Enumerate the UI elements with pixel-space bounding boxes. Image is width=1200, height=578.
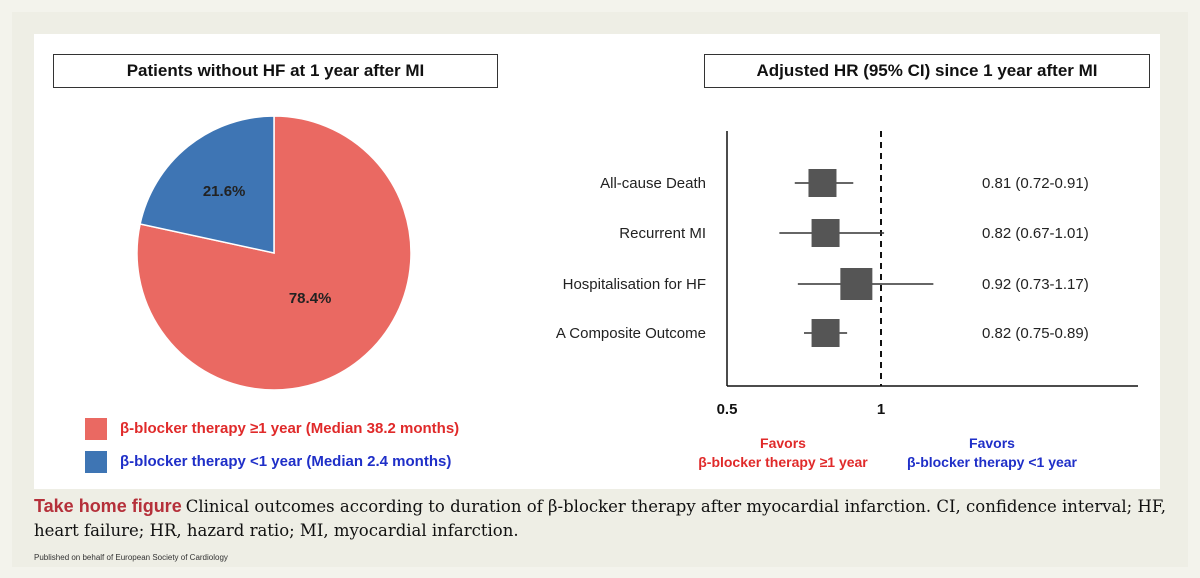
pie-slice-label-1: 21.6% — [203, 183, 246, 200]
forest-point-marker-2 — [840, 268, 873, 300]
forest-row-label-2: Hospitalisation for HF — [563, 276, 706, 293]
legend-label-long: β-blocker therapy ≥1 year (Median 38.2 m… — [120, 420, 460, 437]
forest-row-value-0: 0.81 (0.72-0.91) — [982, 175, 1089, 192]
forest-point-marker-3 — [811, 319, 840, 347]
pie-slice-0 — [136, 115, 412, 391]
pie-slice-label-0: 78.4% — [289, 290, 332, 307]
forest-row-label-3: A Composite Outcome — [556, 325, 706, 342]
figure-caption: Take home figure Clinical outcomes accord… — [34, 494, 1174, 543]
favors-right-label-line2: β-blocker therapy <1 year — [907, 454, 1078, 470]
forest-row-value-1: 0.82 (0.67-1.01) — [982, 225, 1089, 242]
forest-point-marker-1 — [811, 219, 840, 247]
favors-left-label-line1: Favors — [760, 435, 806, 451]
pie-chart-title: Patients without HF at 1 year after MI — [53, 54, 498, 88]
forest-row-value-2: 0.92 (0.73-1.17) — [982, 276, 1089, 293]
caption-text: Clinical outcomes according to duration … — [34, 497, 1166, 540]
legend-swatch-short — [85, 451, 107, 473]
legend-label-short: β-blocker therapy <1 year (Median 2.4 mo… — [120, 453, 452, 470]
forest-row-label-1: Recurrent MI — [619, 225, 706, 242]
forest-x-tick-label-1: 1 — [877, 401, 885, 418]
forest-plot-title: Adjusted HR (95% CI) since 1 year after … — [704, 54, 1150, 88]
pie-slice-1 — [139, 115, 275, 254]
publisher-footer: Published on behalf of European Society … — [34, 553, 228, 562]
favors-right-label-line1: Favors — [969, 435, 1015, 451]
legend-swatch-long — [85, 418, 107, 440]
favors-left-label-line2: β-blocker therapy ≥1 year — [698, 454, 868, 470]
caption-lead: Take home figure — [34, 496, 182, 516]
forest-x-tick-label-0: 0.5 — [717, 401, 738, 418]
forest-point-marker-0 — [808, 169, 837, 197]
forest-row-value-3: 0.82 (0.75-0.89) — [982, 325, 1089, 342]
forest-row-label-0: All-cause Death — [600, 175, 706, 192]
